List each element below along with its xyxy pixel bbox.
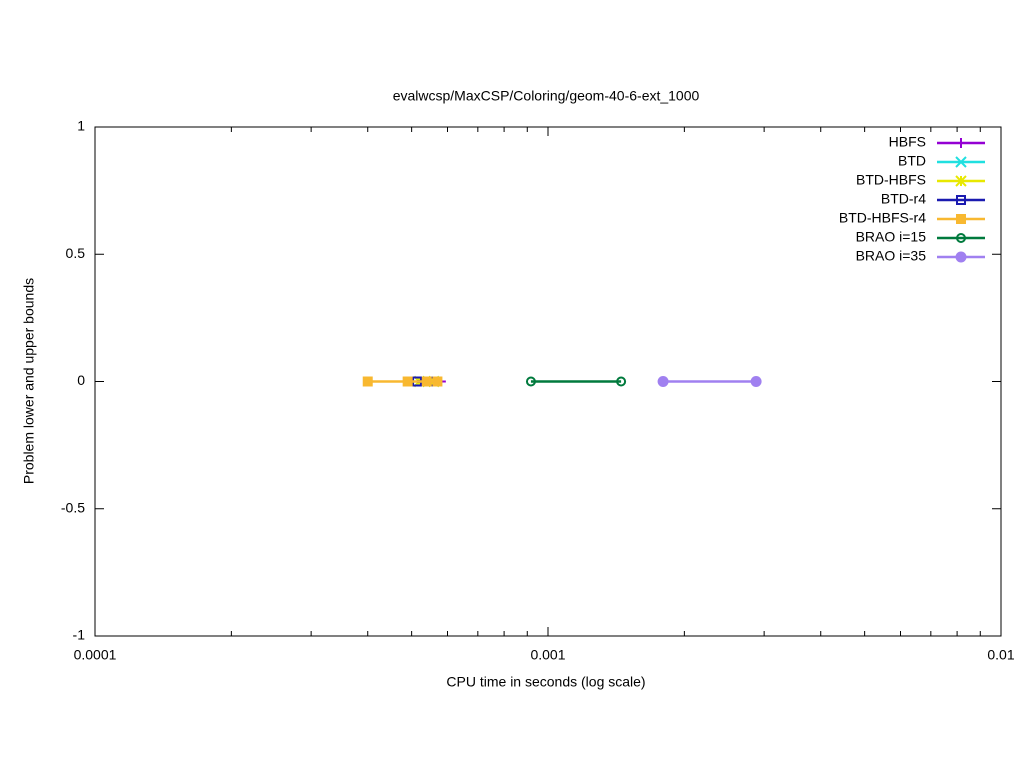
marker — [955, 175, 967, 187]
marker — [657, 376, 669, 387]
x-axis-label: CPU time in seconds (log scale) — [446, 674, 645, 690]
x-tick-label: 0.001 — [530, 647, 565, 663]
legend-label: BRAO i=15 — [856, 229, 927, 245]
y-tick-label: -0.5 — [61, 499, 85, 515]
marker — [402, 376, 413, 387]
legend-label: BTD-HBFS — [856, 172, 926, 188]
x-tick-label: 0.0001 — [74, 647, 117, 663]
legend-label: BTD-r4 — [881, 191, 926, 207]
marker — [432, 376, 443, 387]
legend-label: BRAO i=35 — [856, 248, 927, 264]
y-axis-label: Problem lower and upper bounds — [21, 278, 37, 484]
legend-label: HBFS — [889, 134, 926, 150]
legend-label: BTD-HBFS-r4 — [839, 210, 926, 226]
marker — [956, 138, 966, 148]
marker — [956, 214, 966, 224]
marker — [362, 376, 373, 387]
legend-label: BTD — [898, 153, 926, 169]
x-tick-label: 0.01 — [987, 647, 1014, 663]
marker — [955, 251, 967, 263]
marker — [525, 376, 536, 387]
chart-title: evalwcsp/MaxCSP/Coloring/geom-40-6-ext_1… — [393, 88, 700, 104]
marker — [956, 195, 966, 205]
y-tick-label: 0 — [77, 372, 85, 388]
y-tick-label: -1 — [73, 627, 86, 643]
marker — [955, 156, 967, 168]
marker — [421, 376, 432, 387]
y-tick-label: 1 — [77, 118, 85, 134]
y-tick-label: 0.5 — [66, 245, 86, 261]
marker — [956, 233, 966, 243]
marker — [750, 376, 762, 387]
marker — [616, 376, 627, 387]
